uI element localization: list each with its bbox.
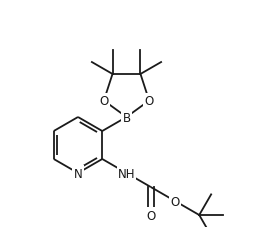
Text: B: B: [122, 111, 131, 124]
Text: NH: NH: [118, 167, 135, 180]
Text: O: O: [144, 95, 154, 108]
Text: N: N: [74, 167, 82, 180]
Text: O: O: [146, 209, 155, 222]
Text: O: O: [170, 195, 180, 207]
Text: O: O: [99, 95, 109, 108]
